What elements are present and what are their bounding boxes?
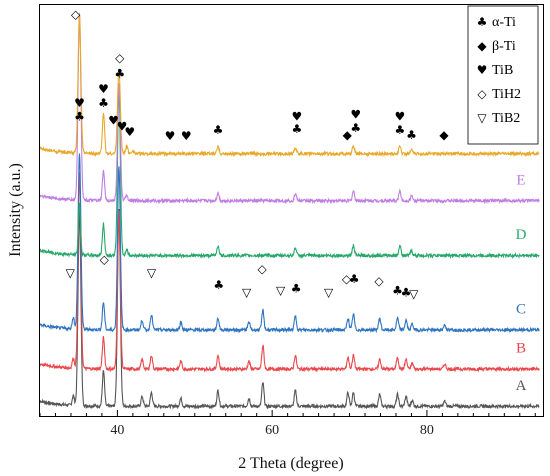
legend-entry-beta-ti: ◆ β-Ti [477, 39, 515, 54]
peak-marker: ♥ [124, 125, 135, 139]
x-tick-label: 80 [420, 423, 434, 438]
peak-marker: ♣ [401, 286, 412, 300]
legend-entry-tih2: ◇ TiH2 [477, 87, 521, 102]
peak-marker-layer: ◇◇♣♥♣♥♣♥♥♥ ♥ ♥ ♣♥♣ ◆♥♣♥♣ ♣ ◆▽◇▽♣▽◇▽ ♣ ▽◇♣ ◇♣♣▽ [66, 8, 450, 301]
series-label-E: E [516, 172, 525, 188]
legend-symbol: ▽ [477, 111, 487, 125]
series-label-layer: ABCDEF [516, 125, 527, 393]
peak-marker: ◇ [342, 272, 352, 286]
x-tick-label: 40 [110, 423, 124, 438]
legend-entry-alpha-ti: ♣ α-Ti [477, 15, 516, 30]
legend-label: TiH2 [492, 87, 521, 102]
legend-symbol: ♣ [477, 15, 488, 29]
peak-marker: ♥ [292, 109, 303, 123]
peak-marker: ◇ [257, 262, 267, 276]
series-label-C: C [516, 301, 526, 317]
peak-marker: ♣ [350, 121, 361, 135]
peak-marker: ◇ [100, 252, 110, 266]
peak-marker: ◇ [71, 8, 81, 22]
legend: ♣ α-Ti ◆ β-Ti ♥ TiB ◇ TiH2 ▽ TiB2 [467, 5, 539, 145]
legend-symbol: ◇ [477, 87, 487, 101]
series-line-E [39, 13, 540, 205]
legend-entry-tib: ♥ TiB [477, 63, 514, 78]
peak-marker: ◇ [115, 51, 125, 65]
peak-marker: ▽ [66, 266, 76, 280]
peak-marker: ♣ [114, 66, 125, 80]
peak-marker: ▽ [324, 286, 334, 300]
peak-marker: ▽ [276, 284, 286, 298]
series-layer [39, 13, 540, 410]
peak-marker: ♥ [117, 119, 128, 133]
x-tick-label: 60 [265, 423, 279, 438]
peak-marker: ▽ [147, 266, 157, 280]
plot-frame [39, 4, 544, 417]
series-label-A: A [516, 378, 527, 394]
peak-marker: ◇ [374, 274, 384, 288]
peak-marker: ♣ [406, 128, 417, 142]
peak-marker: ♥ [350, 108, 361, 122]
peak-marker: ♣ [292, 122, 303, 136]
peak-marker: ♣ [98, 96, 109, 110]
x-axis-label: 2 Theta (degree) [238, 455, 343, 472]
legend-label: TiB [492, 63, 513, 78]
peak-marker: ▽ [242, 286, 252, 300]
series-line-A [39, 208, 540, 410]
series-label-B: B [516, 341, 526, 357]
y-axis-label: Intensity (a.u.) [7, 163, 24, 257]
peak-marker: ◆ [439, 128, 449, 142]
series-line-B [39, 172, 540, 373]
legend-label: α-Ti [492, 15, 516, 30]
peak-marker: ♥ [74, 96, 85, 110]
series-line-F [39, 15, 540, 158]
peak-marker: ◆ [343, 128, 353, 142]
peak-marker: ♥ [394, 109, 405, 123]
series-line-D [39, 90, 540, 260]
peak-marker: ♣ [213, 278, 224, 292]
peak-marker: ▽ [409, 287, 419, 301]
legend-symbol: ◆ [477, 39, 487, 53]
x-axis-ticks: 40 60 80 [39, 410, 536, 438]
legend-label: TiB2 [492, 111, 520, 126]
peak-marker: ♥ [181, 129, 192, 143]
peak-marker: ♥ [165, 129, 176, 143]
peak-marker: ♣ [394, 123, 405, 137]
legend-box [467, 5, 539, 145]
legend-label: β-Ti [492, 39, 516, 54]
peak-marker: ♣ [291, 282, 302, 296]
peak-marker: ♣ [349, 272, 360, 286]
legend-symbol: ♥ [477, 63, 488, 77]
legend-entry-tib2: ▽ TiB2 [477, 111, 520, 126]
series-label-D: D [516, 227, 527, 243]
peak-marker: ♥ [98, 82, 109, 96]
peak-marker: ♣ [213, 123, 224, 137]
peak-marker: ♥ [108, 113, 119, 127]
peak-marker: ♣ [392, 284, 403, 298]
series-line-C [39, 153, 540, 334]
peak-marker: ♣ [74, 109, 85, 123]
